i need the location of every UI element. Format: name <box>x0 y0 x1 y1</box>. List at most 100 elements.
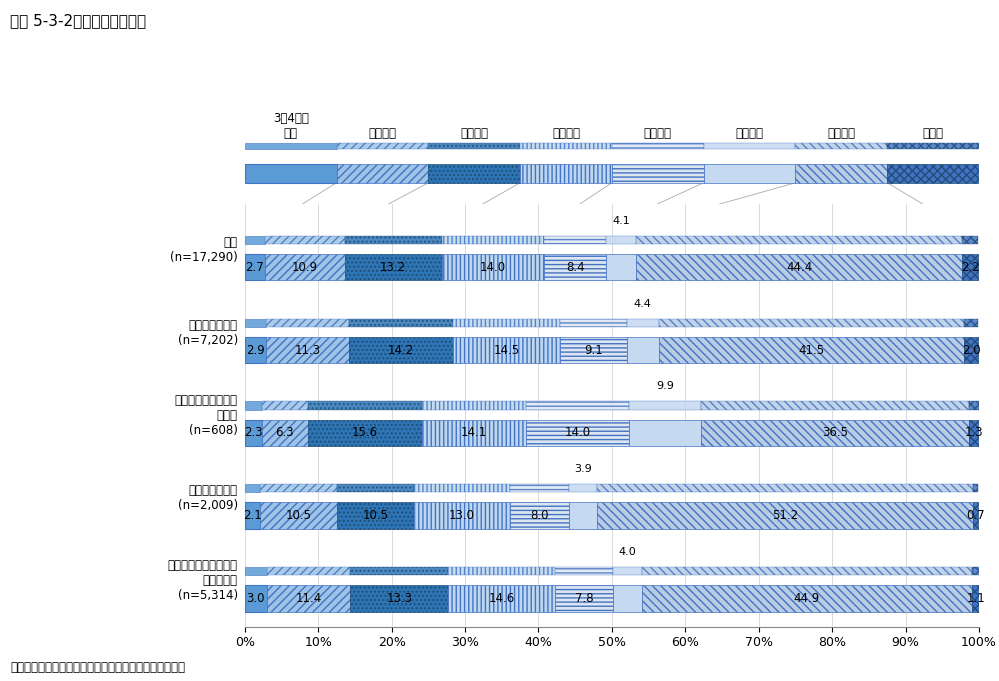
Bar <box>555 567 612 575</box>
Bar <box>266 337 349 363</box>
Bar <box>526 401 628 409</box>
Text: ２年程度: ２年程度 <box>552 127 580 140</box>
Bar <box>636 254 962 281</box>
Text: 10.5: 10.5 <box>363 509 389 522</box>
Text: 半年程度: 半年程度 <box>369 127 397 140</box>
Bar <box>703 143 795 149</box>
Bar <box>526 419 628 446</box>
Text: 44.4: 44.4 <box>786 261 812 274</box>
Bar <box>642 567 972 575</box>
Bar <box>611 163 703 183</box>
Bar <box>597 503 973 529</box>
Text: 8.0: 8.0 <box>529 509 548 522</box>
Bar <box>962 236 978 244</box>
Bar <box>964 319 978 327</box>
Text: ３年程度: ３年程度 <box>643 127 671 140</box>
Text: 11.4: 11.4 <box>296 592 322 605</box>
Bar <box>973 484 978 492</box>
Bar <box>612 585 642 612</box>
Text: 14.2: 14.2 <box>388 343 415 357</box>
Bar <box>265 254 345 281</box>
Text: 14.6: 14.6 <box>489 592 514 605</box>
Bar <box>887 163 979 183</box>
Bar <box>245 163 337 183</box>
Bar <box>245 236 265 244</box>
Bar <box>260 484 338 492</box>
Bar <box>245 567 267 575</box>
Bar <box>267 585 351 612</box>
Text: 4.0: 4.0 <box>618 547 636 557</box>
Bar <box>245 337 266 363</box>
Bar <box>568 503 597 529</box>
Bar <box>544 254 606 281</box>
Bar <box>520 163 611 183</box>
Bar <box>260 503 338 529</box>
Text: 15.6: 15.6 <box>352 426 379 439</box>
Bar <box>509 484 568 492</box>
Bar <box>245 484 260 492</box>
Bar <box>887 143 979 149</box>
Bar <box>544 236 606 244</box>
Text: （注）　四捨五入の関係で合計が合わないものがある。: （注） 四捨五入の関係で合計が合わないものがある。 <box>10 661 185 674</box>
Text: 1.3: 1.3 <box>965 426 984 439</box>
Bar <box>245 401 262 409</box>
Bar <box>972 567 980 575</box>
Bar <box>267 567 351 575</box>
Bar <box>559 319 626 327</box>
Bar <box>597 484 973 492</box>
Text: 図表 5-3-2　前職の勤続年数: 図表 5-3-2 前職の勤続年数 <box>10 14 146 29</box>
Bar <box>245 319 266 327</box>
Text: 2.9: 2.9 <box>246 343 265 357</box>
Text: 無回答: 無回答 <box>923 127 944 140</box>
Text: １年程度: １年程度 <box>461 127 489 140</box>
Bar <box>509 503 568 529</box>
Bar <box>449 585 555 612</box>
Bar <box>449 567 555 575</box>
Text: 13.2: 13.2 <box>380 261 407 274</box>
Text: 9.9: 9.9 <box>656 381 674 392</box>
Text: 7.8: 7.8 <box>574 592 593 605</box>
Text: 2.7: 2.7 <box>246 261 264 274</box>
Bar <box>308 419 423 446</box>
Bar <box>973 503 978 529</box>
Bar <box>626 319 659 327</box>
Text: 14.0: 14.0 <box>564 426 590 439</box>
Bar <box>423 401 526 409</box>
Text: 11.3: 11.3 <box>295 343 321 357</box>
Bar <box>962 254 978 281</box>
Text: 41.5: 41.5 <box>798 343 824 357</box>
Text: 3～4カ月
以下: 3～4カ月 以下 <box>273 112 309 140</box>
Bar <box>969 401 979 409</box>
Bar <box>969 419 979 446</box>
Bar <box>454 319 559 327</box>
Bar <box>795 143 887 149</box>
Bar <box>349 319 454 327</box>
Bar <box>345 236 442 244</box>
Text: 10.9: 10.9 <box>292 261 318 274</box>
Bar <box>701 401 969 409</box>
Bar <box>245 254 265 281</box>
Text: 14.0: 14.0 <box>480 261 506 274</box>
Bar <box>636 236 962 244</box>
Text: 6.3: 6.3 <box>276 426 294 439</box>
Text: 2.1: 2.1 <box>243 509 262 522</box>
Text: 36.5: 36.5 <box>822 426 848 439</box>
Bar <box>245 503 260 529</box>
Bar <box>701 419 969 446</box>
Bar <box>245 143 337 149</box>
Bar <box>442 254 544 281</box>
Bar <box>611 143 703 149</box>
Bar <box>338 484 415 492</box>
Bar <box>659 337 964 363</box>
Text: 14.1: 14.1 <box>462 426 488 439</box>
Bar <box>972 585 980 612</box>
Bar <box>245 419 262 446</box>
Bar <box>262 401 308 409</box>
Text: 2.0: 2.0 <box>962 343 980 357</box>
Bar <box>559 337 626 363</box>
Bar <box>964 337 978 363</box>
Bar <box>642 585 972 612</box>
Bar <box>795 163 887 183</box>
Bar <box>423 419 526 446</box>
Text: ５年以上: ５年以上 <box>827 127 855 140</box>
